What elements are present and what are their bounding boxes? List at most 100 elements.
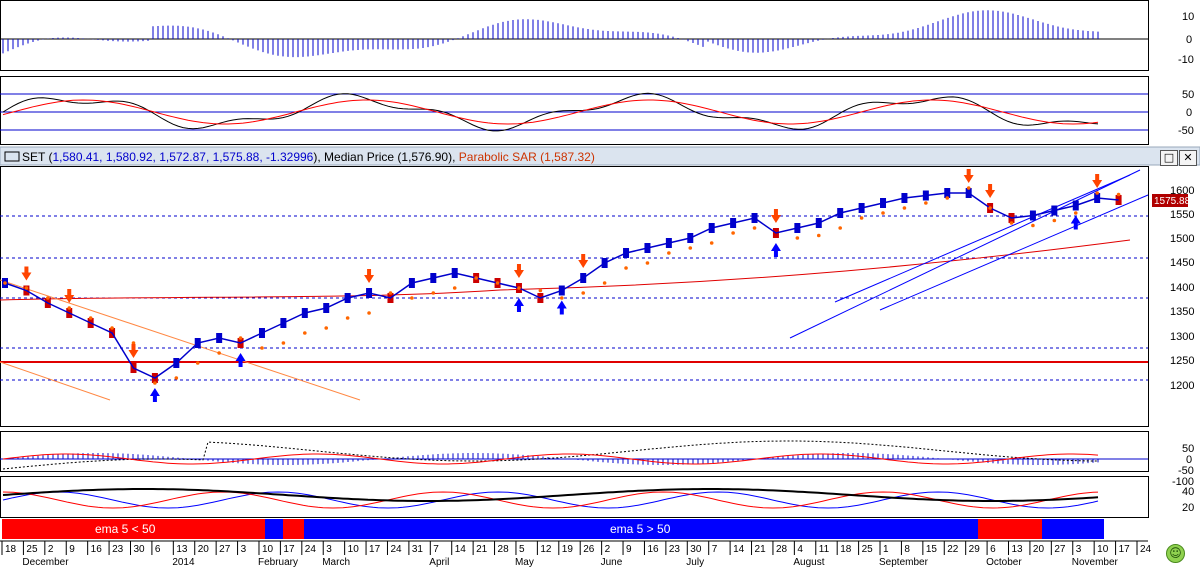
date-label: 16 [647,544,659,555]
date-label: 30 [133,544,145,555]
adx-line [2,488,1099,502]
date-label: 25 [862,544,874,555]
sar-dot [838,226,842,230]
sar-dot [324,326,329,330]
main-tick-1250: 1250 [1170,355,1194,367]
sar-dot [602,281,607,285]
sar-dot [46,296,50,300]
sar-dot [3,281,7,285]
up-arrow-icon [513,298,524,312]
sar-dot [495,281,500,285]
sar-dot [945,196,950,200]
month-label: March [322,557,350,568]
adx-tick-20: 20 [1182,502,1194,514]
date-label: 16 [91,544,103,555]
down-arrow-icon [1092,174,1103,188]
month-label: October [986,557,1022,568]
date-label: 30 [690,544,702,555]
down-arrow-icon [578,254,589,268]
month-label: November [1072,557,1119,568]
ema-strip-blue-2 [304,519,978,539]
date-label: 1 [883,544,889,555]
date-label: 23 [112,544,124,555]
date-label: 24 [305,544,317,555]
sar-dot [88,316,93,320]
sar-dot [517,286,521,290]
date-label: 14 [733,544,745,555]
date-label: 9 [626,544,632,555]
sar-dot [795,236,800,240]
maximize-button[interactable]: □ [1160,150,1178,166]
adx-tick-40: 40 [1182,486,1194,498]
sar-dot [153,381,157,385]
down-arrow-icon [21,266,32,281]
sar-dot [645,261,650,265]
sar-dot [388,291,393,295]
month-label: July [686,557,704,568]
main-title: SET (1,580.41, 1,580.92, 1,572.87, 1,575… [22,150,595,164]
osc-tick-neg50: -50 [1178,125,1194,137]
ema-strip-blue-1 [265,519,283,539]
sar-dot [238,336,243,340]
date-label: 10 [262,544,274,555]
up-arrow-icon [1070,215,1081,230]
date-label: 7 [712,544,718,555]
sar-dot [688,246,693,250]
hist-tick-neg10: -10 [1178,54,1194,66]
down-arrow-icon [770,209,781,223]
down-arrow-icon [985,184,996,198]
month-axis: December 2014 February March April May June Jul… [22,557,1118,568]
mid-indicator [2,440,1099,470]
date-label: 17 [369,544,381,555]
sar-dot [281,341,286,345]
date-label: 4 [797,544,803,555]
sar-dot [1095,191,1099,195]
ema-label-right: ema 5 > 50 [610,522,671,536]
hist-tick-10: 10 [1182,11,1194,23]
sar-dot [881,211,885,215]
month-label: May [515,557,534,568]
ema-strip-blue-3 [1042,519,1104,539]
main-tick-1550: 1550 [1170,209,1194,221]
date-label: 10 [1097,544,1109,555]
month-label: February [258,557,298,568]
osc-line-red [2,99,1099,125]
sar-dot [924,201,928,205]
date-label: 2 [48,544,54,555]
main-tick-1300: 1300 [1170,331,1194,343]
main-title-bar [0,146,1200,166]
date-label: 22 [947,544,959,555]
hist-axis-labels: 10 0 -10 [1178,11,1194,66]
date-label: 3 [241,544,247,555]
sar-dot [902,206,907,210]
date-label: 25 [26,544,38,555]
osc-axis-labels: 50 0 -50 [1178,89,1194,137]
ema-strip-red-1 [2,519,265,539]
osc-tick-50: 50 [1182,89,1194,101]
mid-red-line [2,453,1099,465]
date-label: 3 [326,544,332,555]
panel-frames [0,0,1149,518]
up-arrow-icon [770,243,781,257]
smiley-icon[interactable]: ☺ [1166,544,1185,563]
down-arrow-icon [513,264,524,278]
date-label: 24 [390,544,402,555]
main-tick-1200: 1200 [1170,380,1194,392]
sar-dot [1052,218,1057,223]
sar-dot [988,206,992,210]
month-label: September [879,557,929,568]
adx-lines [2,488,1099,509]
date-label: 28 [498,544,510,555]
mid-tick-neg100: -100 [1172,476,1194,488]
oscillator-lines [2,92,1099,132]
sar-dot [217,351,221,355]
date-label: 23 [669,544,681,555]
main-tick-1450: 1450 [1170,257,1194,269]
sar-dot [367,311,371,315]
close-button[interactable]: ✕ [1179,150,1197,166]
date-label: 12 [540,544,552,555]
title-ohlc: 1,580.41, 1,580.92, 1,572.87, 1,575.88, … [52,150,313,164]
sar-dot [67,306,72,310]
sar-dot [410,296,414,300]
